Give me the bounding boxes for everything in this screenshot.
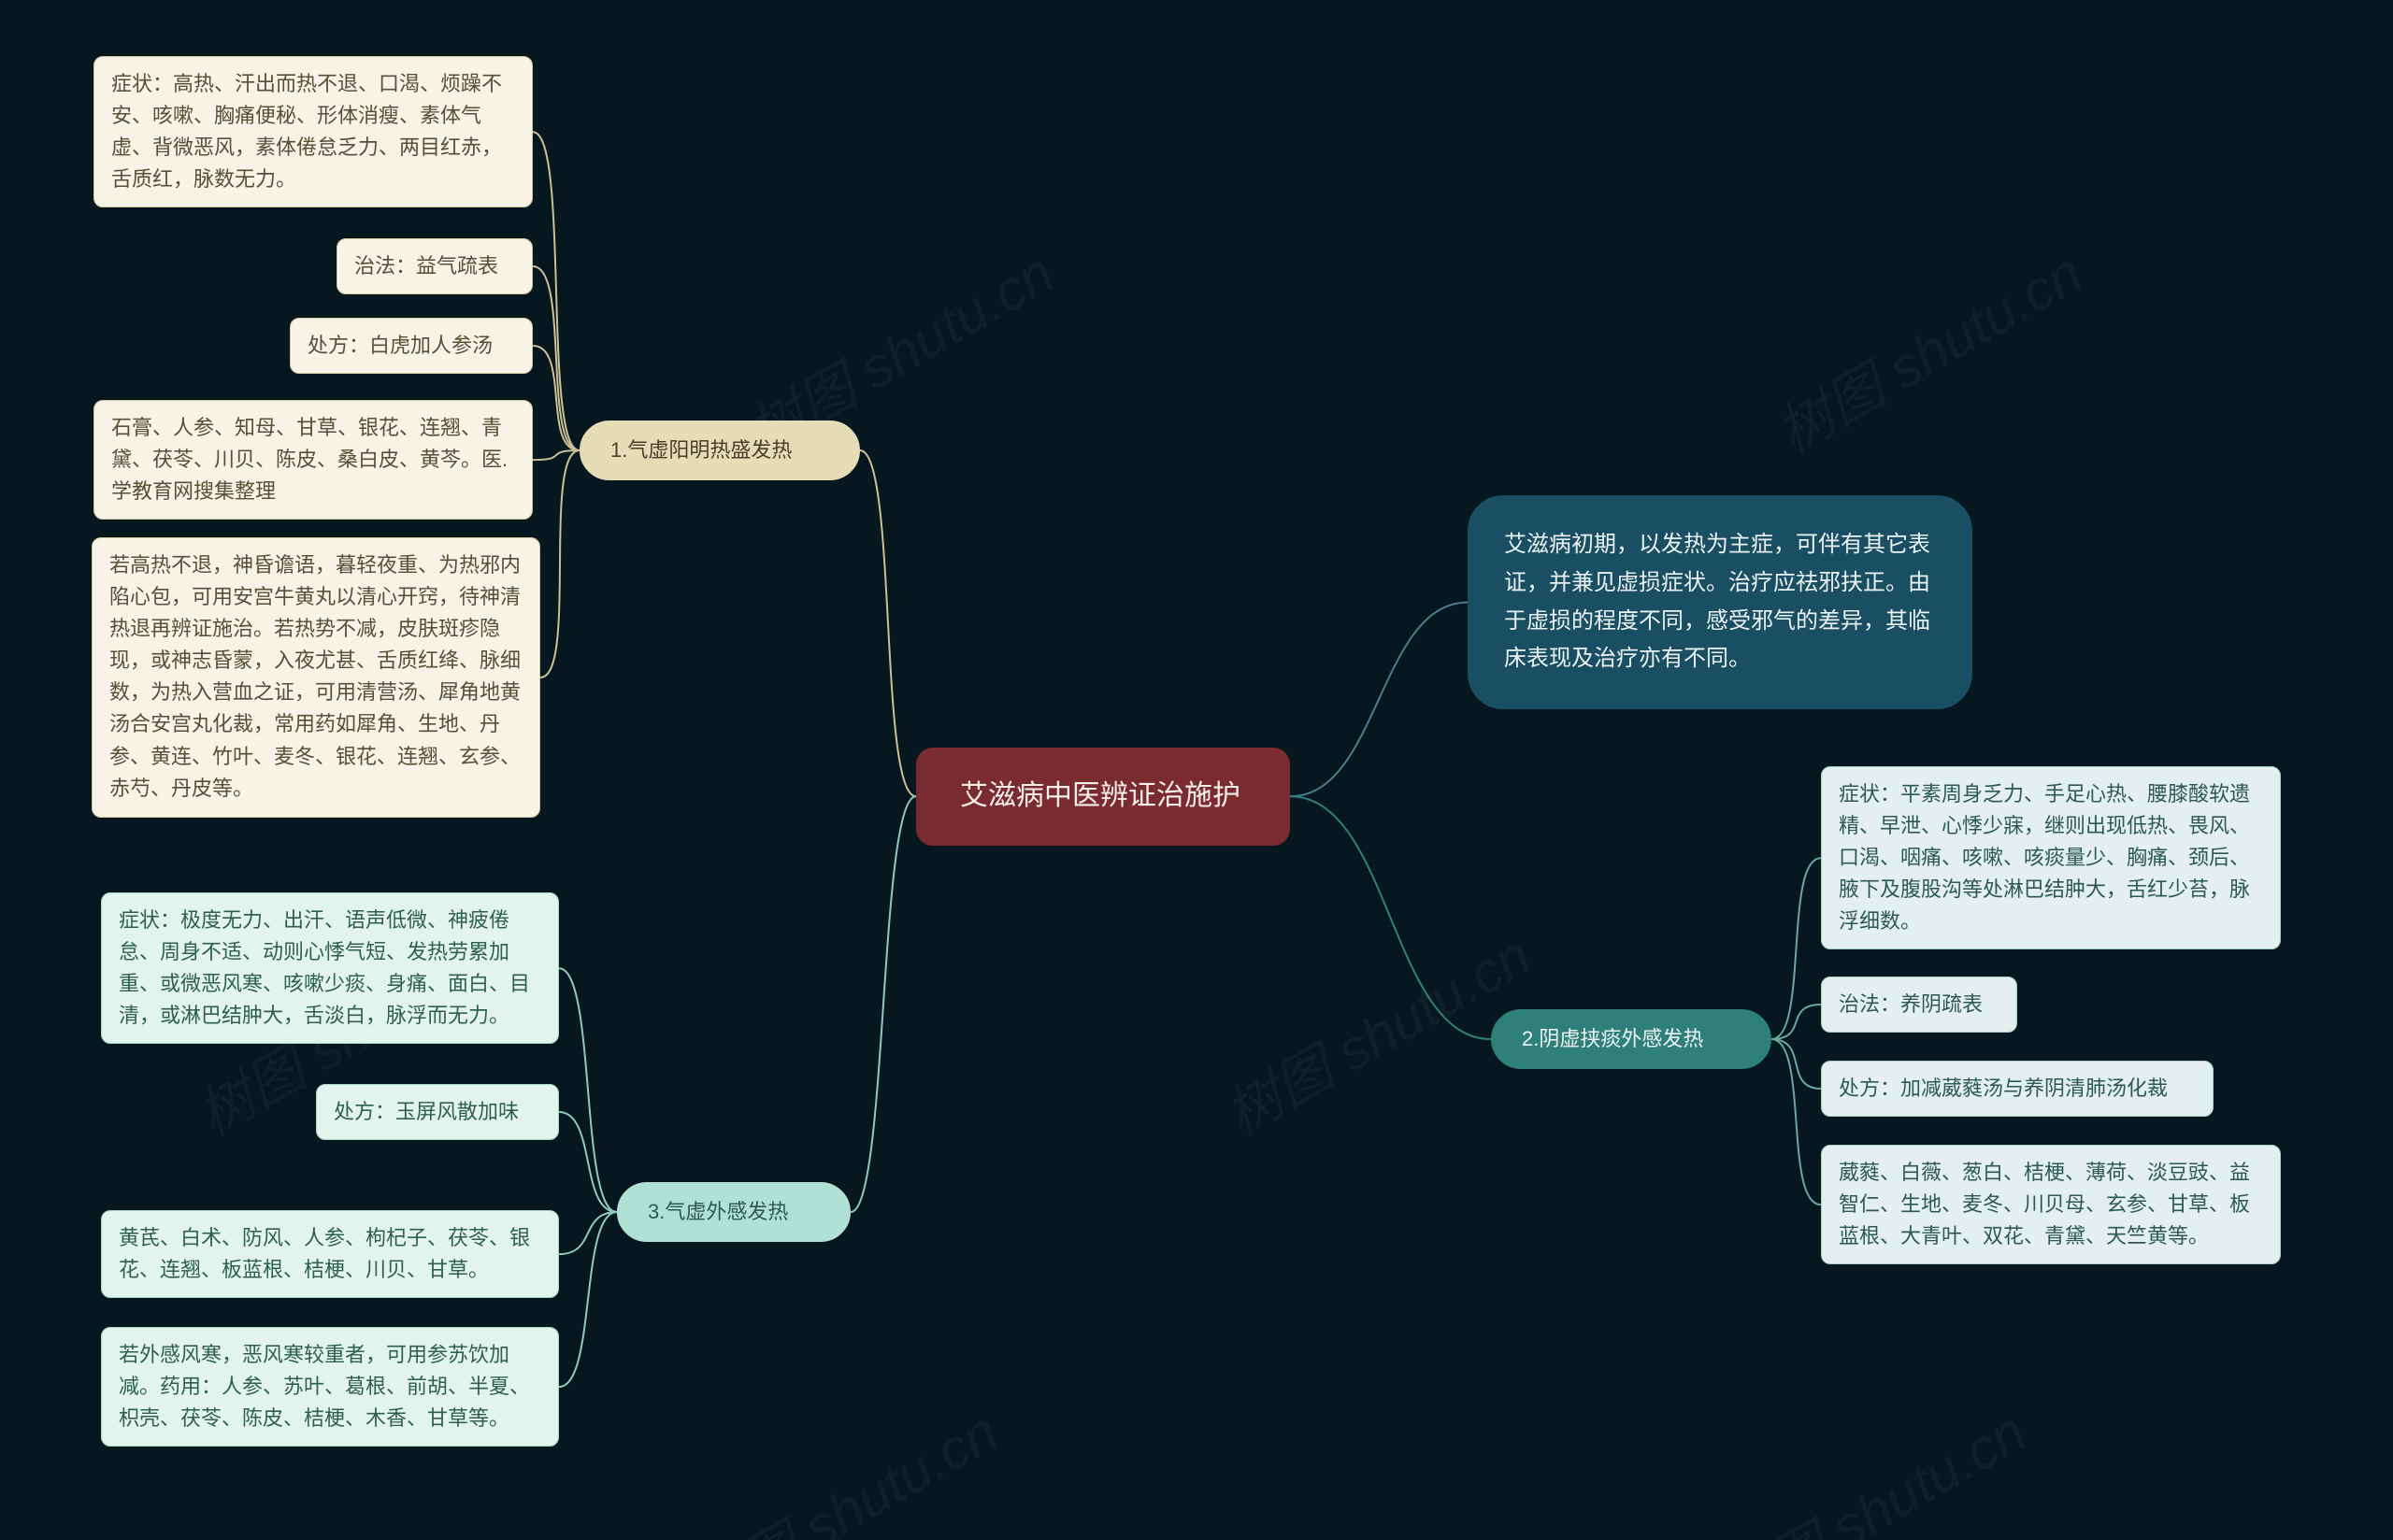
- edge: [559, 1112, 617, 1212]
- node-b2_3[interactable]: 处方：加减葳蕤汤与养阴清肺汤化裁: [1821, 1061, 2214, 1117]
- node-b2[interactable]: 2.阴虚挟痰外感发热: [1491, 1009, 1771, 1069]
- edge: [540, 450, 580, 677]
- node-b3_2[interactable]: 处方：玉屏风散加味: [316, 1084, 559, 1140]
- mindmap-canvas: 树图 shutu.cn树图 shutu.cn树图 shutu.cn树图 shut…: [0, 0, 2393, 1540]
- node-intro[interactable]: 艾滋病初期，以发热为主症，可伴有其它表证，并兼见虚损症状。治疗应祛邪扶正。由于虚…: [1468, 495, 1972, 709]
- node-b3_3[interactable]: 黄芪、白术、防风、人参、枸杞子、茯苓、银花、连翘、板蓝根、桔梗、川贝、甘草。: [101, 1210, 559, 1298]
- edge: [1290, 603, 1468, 797]
- node-b1_5[interactable]: 若高热不退，神昏谵语，暮轻夜重、为热邪内陷心包，可用安宫牛黄丸以清心开窍，待神清…: [92, 537, 540, 818]
- edge: [1771, 1039, 1821, 1205]
- edge: [559, 968, 617, 1212]
- node-b2_2[interactable]: 治法：养阴疏表: [1821, 977, 2017, 1033]
- node-b1_4[interactable]: 石膏、人参、知母、甘草、银花、连翘、青黛、茯苓、川贝、陈皮、桑白皮、黄芩。医.学…: [93, 400, 533, 520]
- watermark: 树图 shutu.cn: [1760, 229, 2095, 469]
- edge: [533, 346, 580, 450]
- node-b3[interactable]: 3.气虚外感发热: [617, 1182, 851, 1242]
- node-b1_3[interactable]: 处方：白虎加人参汤: [290, 318, 533, 374]
- edge: [1771, 1039, 1821, 1089]
- edge: [559, 1212, 617, 1387]
- edge: [533, 450, 580, 460]
- edge: [851, 796, 916, 1212]
- node-b1[interactable]: 1.气虚阳明热盛发热: [580, 421, 860, 480]
- edge: [1771, 858, 1821, 1039]
- node-b3_1[interactable]: 症状：极度无力、出汗、语声低微、神疲倦怠、周身不适、动则心悸气短、发热劳累加重、…: [101, 892, 559, 1044]
- watermark: 树图 shutu.cn: [676, 1388, 1010, 1540]
- node-b1_1[interactable]: 症状：高热、汗出而热不退、口渴、烦躁不安、咳嗽、胸痛便秘、形体消瘦、素体气虚、背…: [93, 56, 533, 207]
- node-b3_4[interactable]: 若外感风寒，恶风寒较重者，可用参苏饮加减。药用：人参、苏叶、葛根、前胡、半夏、枳…: [101, 1327, 559, 1447]
- edge: [1771, 1005, 1821, 1039]
- edge: [533, 266, 580, 450]
- node-center[interactable]: 艾滋病中医辨证治施护: [916, 748, 1290, 846]
- edge: [559, 1212, 617, 1254]
- node-b1_2[interactable]: 治法：益气疏表: [337, 238, 533, 294]
- node-b2_4[interactable]: 葳蕤、白薇、葱白、桔梗、薄荷、淡豆豉、益智仁、生地、麦冬、川贝母、玄参、甘草、板…: [1821, 1145, 2281, 1264]
- edge: [1290, 796, 1491, 1039]
- edge: [533, 132, 580, 450]
- edge: [860, 450, 916, 796]
- node-b2_1[interactable]: 症状：平素周身乏力、手足心热、腰膝酸软遗精、早泄、心悸少寐，继则出现低热、畏风、…: [1821, 766, 2281, 949]
- watermark: 树图 shutu.cn: [1704, 1388, 2039, 1540]
